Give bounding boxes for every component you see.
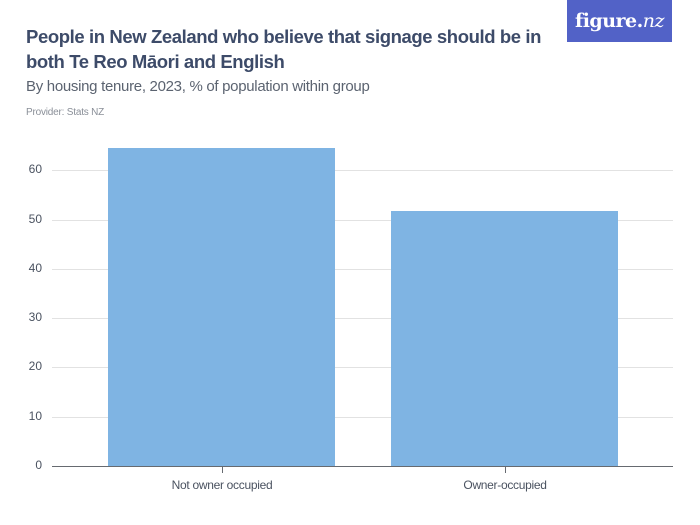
x-axis-line xyxy=(52,466,673,467)
chart-subtitle: By housing tenure, 2023, % of population… xyxy=(26,78,370,95)
y-tick-label: 40 xyxy=(28,261,42,275)
gridline xyxy=(52,417,673,418)
x-tick xyxy=(505,467,506,473)
bar-0[interactable] xyxy=(108,148,335,466)
x-tick-label: Owner-occupied xyxy=(463,478,547,492)
provider-label: Provider: Stats NZ xyxy=(26,107,105,118)
gridline xyxy=(52,170,673,171)
gridline xyxy=(52,318,673,319)
x-tick xyxy=(222,467,223,473)
chart-title: People in New Zealand who believe that s… xyxy=(26,26,542,72)
logo-text: figure. xyxy=(575,10,643,32)
figure-nz-logo[interactable]: figure. nz xyxy=(567,0,672,42)
logo-text-nz: nz xyxy=(642,10,665,32)
y-tick-label: 50 xyxy=(28,212,42,226)
gridline xyxy=(52,220,673,221)
y-tick-label: 10 xyxy=(28,409,42,423)
x-tick-label: Not owner occupied xyxy=(171,478,273,492)
y-tick-label: 60 xyxy=(28,162,42,176)
y-tick-label: 30 xyxy=(28,310,42,324)
gridline xyxy=(52,269,673,270)
gridline xyxy=(52,367,673,368)
y-tick-label: 20 xyxy=(28,359,42,373)
bar-1[interactable] xyxy=(391,211,618,466)
y-tick-label: 0 xyxy=(35,458,42,472)
